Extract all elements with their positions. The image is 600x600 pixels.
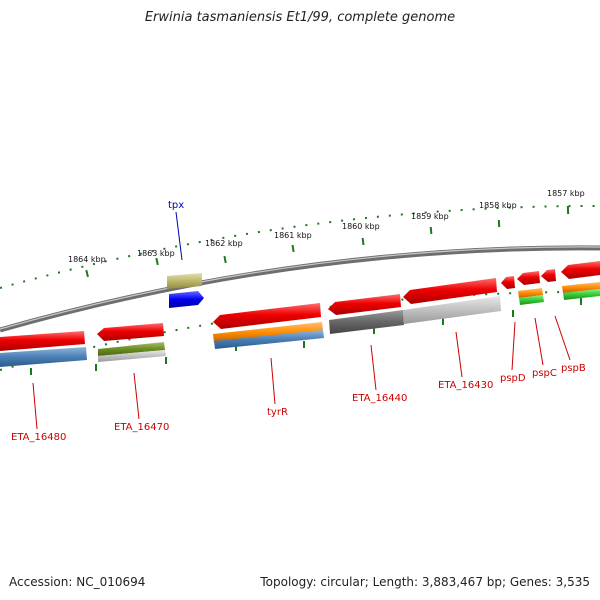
cds-feature-tpx[interactable] [167,273,202,289]
ruler-major-tick [566,205,570,215]
cds-feature-eta-16430[interactable] [403,278,497,304]
inner-ruler-tick [303,341,305,348]
gene-sub-feature-pspB[interactable] [563,289,600,300]
leader-line-eta-16480 [32,382,38,430]
leader-line-pspB [554,315,571,361]
inner-ruler-tick [30,368,32,375]
gene-feature-pspB[interactable] [562,282,600,293]
gene-feature-eta-16480[interactable] [0,347,87,367]
ruler-major-tick [429,226,433,235]
cds-feature-eta-16470[interactable] [97,323,164,341]
gene-tyrR[interactable] [213,303,324,349]
leader-line-eta-16440 [370,344,377,391]
gene-label-pspD[interactable]: pspD [500,373,526,384]
inner-ruler-tick [580,298,582,305]
gene-sub-feature-eta-16470[interactable] [98,350,166,362]
leader-line-tpx [175,211,183,261]
genome-summary-text: Topology: circular; Length: 3,883,467 bp… [260,575,590,589]
gene-tpx[interactable] [167,273,204,308]
gene-eta-16430[interactable] [403,278,501,324]
leader-line-pspC [534,317,544,366]
inner-ruler-tick [235,344,237,351]
leader-line-tyrR [270,357,276,405]
ruler-major-tick [497,219,501,228]
inner-ruler-ticks [30,298,582,375]
gene-sub-feature-tyrR[interactable] [214,330,324,349]
map-title: Erwinia tasmaniensis Et1/99, complete ge… [144,10,456,25]
cds-feature-pspB-small[interactable] [541,269,556,282]
ruler-major-tick [223,255,227,264]
gene-feature-pspC[interactable] [518,288,543,298]
ruler-label: 1862 kbp [205,239,243,248]
gene-eta-16480[interactable] [0,331,87,367]
gene-feature-tyrR[interactable] [213,322,323,343]
ruler-label: 1863 kbp [137,249,175,258]
inner-ruler-tick [442,318,444,325]
gene-feature-eta-16440[interactable] [329,310,404,334]
inner-ruler-tick [373,327,375,334]
ruler-label: 1858 kbp [479,201,517,210]
ruler-major-tick [361,237,365,246]
gene-feature-eta-16470[interactable] [98,342,165,356]
leader-line-pspD [511,321,516,371]
cds-feature-pspD[interactable] [501,276,515,289]
gene-label-tyrR[interactable]: tyrR [267,407,288,418]
leader-line-eta-16470 [133,372,140,420]
gene-eta-16470[interactable] [97,323,166,362]
cds-feature-eta-16480[interactable] [0,331,85,351]
cds-feature-eta-16440[interactable] [328,294,401,315]
gene-label-eta-16440[interactable]: ETA_16440 [352,393,407,404]
accession-text: Accession: NC_010694 [9,575,146,589]
ruler-label: 1861 kbp [274,231,312,240]
ruler-label: 1857 kbp [547,189,585,198]
genome-backbone [0,245,600,333]
ruler-major-tick [155,257,159,266]
ruler-major-tick [291,244,295,253]
cds-feature-pspC[interactable] [517,271,540,285]
ruler-major-tick [85,269,89,278]
gene-label-pspC[interactable]: pspC [532,368,557,379]
gene-label-eta-16470[interactable]: ETA_16470 [114,422,169,433]
gene-pspD[interactable] [501,276,515,289]
gene-feature-eta-16430[interactable] [403,296,501,324]
ruler-label: 1864 kbp [68,255,106,264]
outer-ruler [0,204,600,289]
ruler-label: 1859 kbp [411,212,449,221]
gene-label-tpx[interactable]: tpx [168,200,184,211]
inner-ruler-tick [165,357,167,364]
gene-pspC[interactable] [517,271,544,305]
cds-feature-pspB[interactable] [561,261,600,279]
inner-ruler-tick [95,364,97,371]
gene-label-eta-16480[interactable]: ETA_16480 [11,432,66,443]
gene-label-eta-16430[interactable]: ETA_16430 [438,380,493,391]
gene-feature-tpx[interactable] [169,291,204,308]
gene-eta-16440[interactable] [328,294,404,334]
ruler-label: 1860 kbp [342,222,380,231]
leader-line-eta-16430 [455,331,463,378]
inner-ruler-tick [512,310,514,317]
genome-backbone-highlight [0,246,600,330]
gene-sub-feature-pspC[interactable] [519,295,544,305]
gene-pspB[interactable] [541,261,600,300]
gene-label-pspB[interactable]: pspB [561,363,586,374]
cds-feature-tyrR[interactable] [213,303,321,329]
